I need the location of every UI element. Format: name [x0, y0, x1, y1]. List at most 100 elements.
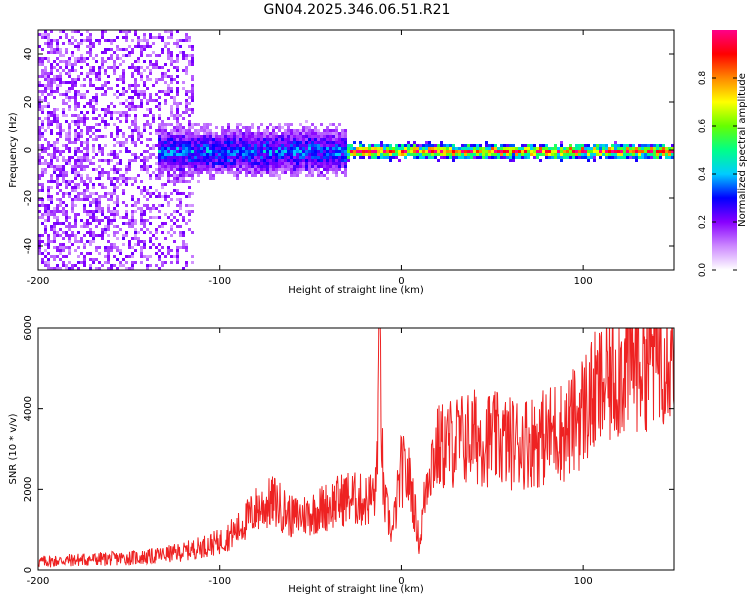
heatmap-cell — [101, 36, 104, 39]
heatmap-cell — [53, 165, 56, 168]
heatmap-cell — [392, 147, 395, 150]
heatmap-cell — [182, 150, 185, 153]
heatmap-cell — [131, 96, 134, 99]
heatmap-cell — [140, 210, 143, 213]
heatmap-cell — [410, 144, 413, 147]
heatmap-cell — [338, 153, 341, 156]
heatmap-cell — [326, 171, 329, 174]
heatmap-cell — [50, 195, 53, 198]
heatmap-cell — [62, 150, 65, 153]
heatmap-cell — [293, 168, 296, 171]
heatmap-cell — [236, 123, 239, 126]
heatmap-cell — [113, 213, 116, 216]
heatmap-cell — [89, 129, 92, 132]
heatmap-cell — [56, 84, 59, 87]
heatmap-cell — [629, 150, 632, 153]
heatmap-cell — [389, 159, 392, 162]
snr-ytick-label: 6000 — [23, 315, 34, 340]
heatmap-cell — [656, 144, 659, 147]
heatmap-cell — [491, 153, 494, 156]
heatmap-cell — [317, 147, 320, 150]
heatmap-cell — [128, 222, 131, 225]
heatmap-cell — [200, 162, 203, 165]
heatmap-cell — [74, 81, 77, 84]
heatmap-cell — [101, 30, 104, 33]
heatmap-cell — [539, 153, 542, 156]
heatmap-cell — [257, 159, 260, 162]
heatmap-cell — [317, 141, 320, 144]
heatmap-cell — [254, 147, 257, 150]
heatmap-cell — [113, 231, 116, 234]
heatmap-cell — [323, 162, 326, 165]
heatmap-cell — [56, 192, 59, 195]
heatmap-cell — [242, 150, 245, 153]
heatmap-cell — [68, 249, 71, 252]
heatmap-cell — [59, 201, 62, 204]
heatmap-cell — [74, 234, 77, 237]
heatmap-cell — [74, 240, 77, 243]
heatmap-cell — [551, 153, 554, 156]
heatmap-cell — [113, 225, 116, 228]
heatmap-cell — [302, 150, 305, 153]
heatmap-cell — [176, 30, 179, 33]
heatmap-cell — [188, 174, 191, 177]
heatmap-cell — [107, 267, 110, 270]
heatmap-cell — [305, 132, 308, 135]
heatmap-cell — [134, 117, 137, 120]
heatmap-cell — [41, 69, 44, 72]
heatmap-cell — [308, 129, 311, 132]
heatmap-cell — [191, 108, 194, 111]
heatmap-cell — [248, 162, 251, 165]
heatmap-cell — [113, 177, 116, 180]
heatmap-cell — [245, 138, 248, 141]
heatmap-cell — [146, 120, 149, 123]
heatmap-cell — [146, 66, 149, 69]
heatmap-cell — [527, 150, 530, 153]
heatmap-cell — [269, 144, 272, 147]
heatmap-cell — [224, 144, 227, 147]
heatmap-cell — [56, 42, 59, 45]
heatmap-cell — [80, 33, 83, 36]
heatmap-cell — [155, 81, 158, 84]
heatmap-cell — [68, 96, 71, 99]
heatmap-cell — [107, 123, 110, 126]
heatmap-cell — [296, 144, 299, 147]
heatmap-cell — [164, 168, 167, 171]
heatmap-cell — [179, 159, 182, 162]
heatmap-cell — [311, 165, 314, 168]
heatmap-cell — [68, 90, 71, 93]
heatmap-cell — [254, 165, 257, 168]
heatmap-cell — [362, 156, 365, 159]
heatmap-cell — [215, 168, 218, 171]
heatmap-cell — [167, 201, 170, 204]
heatmap-cell — [158, 129, 161, 132]
heatmap-cell — [89, 36, 92, 39]
heatmap-cell — [83, 60, 86, 63]
heatmap-cell — [311, 168, 314, 171]
heatmap-cell — [158, 165, 161, 168]
heatmap-cell — [272, 156, 275, 159]
heatmap-cell — [140, 102, 143, 105]
heatmap-cell — [41, 201, 44, 204]
heatmap-cell — [59, 234, 62, 237]
heatmap-cell — [470, 144, 473, 147]
heatmap-cell — [179, 213, 182, 216]
heatmap-cell — [56, 198, 59, 201]
heatmap-cell — [95, 219, 98, 222]
heatmap-cell — [107, 81, 110, 84]
heatmap-cell — [182, 171, 185, 174]
heatmap-cell — [86, 195, 89, 198]
heatmap-cell — [314, 135, 317, 138]
heatmap-cell — [260, 168, 263, 171]
heatmap-cell — [344, 162, 347, 165]
heatmap-cell — [74, 45, 77, 48]
heatmap-cell — [323, 165, 326, 168]
heatmap-cell — [128, 135, 131, 138]
heatmap-cell — [182, 81, 185, 84]
heatmap-cell — [203, 138, 206, 141]
heatmap-cell — [74, 171, 77, 174]
heatmap-cell — [143, 246, 146, 249]
heatmap-cell — [92, 66, 95, 69]
heatmap-cell — [77, 195, 80, 198]
heatmap-cell — [137, 84, 140, 87]
